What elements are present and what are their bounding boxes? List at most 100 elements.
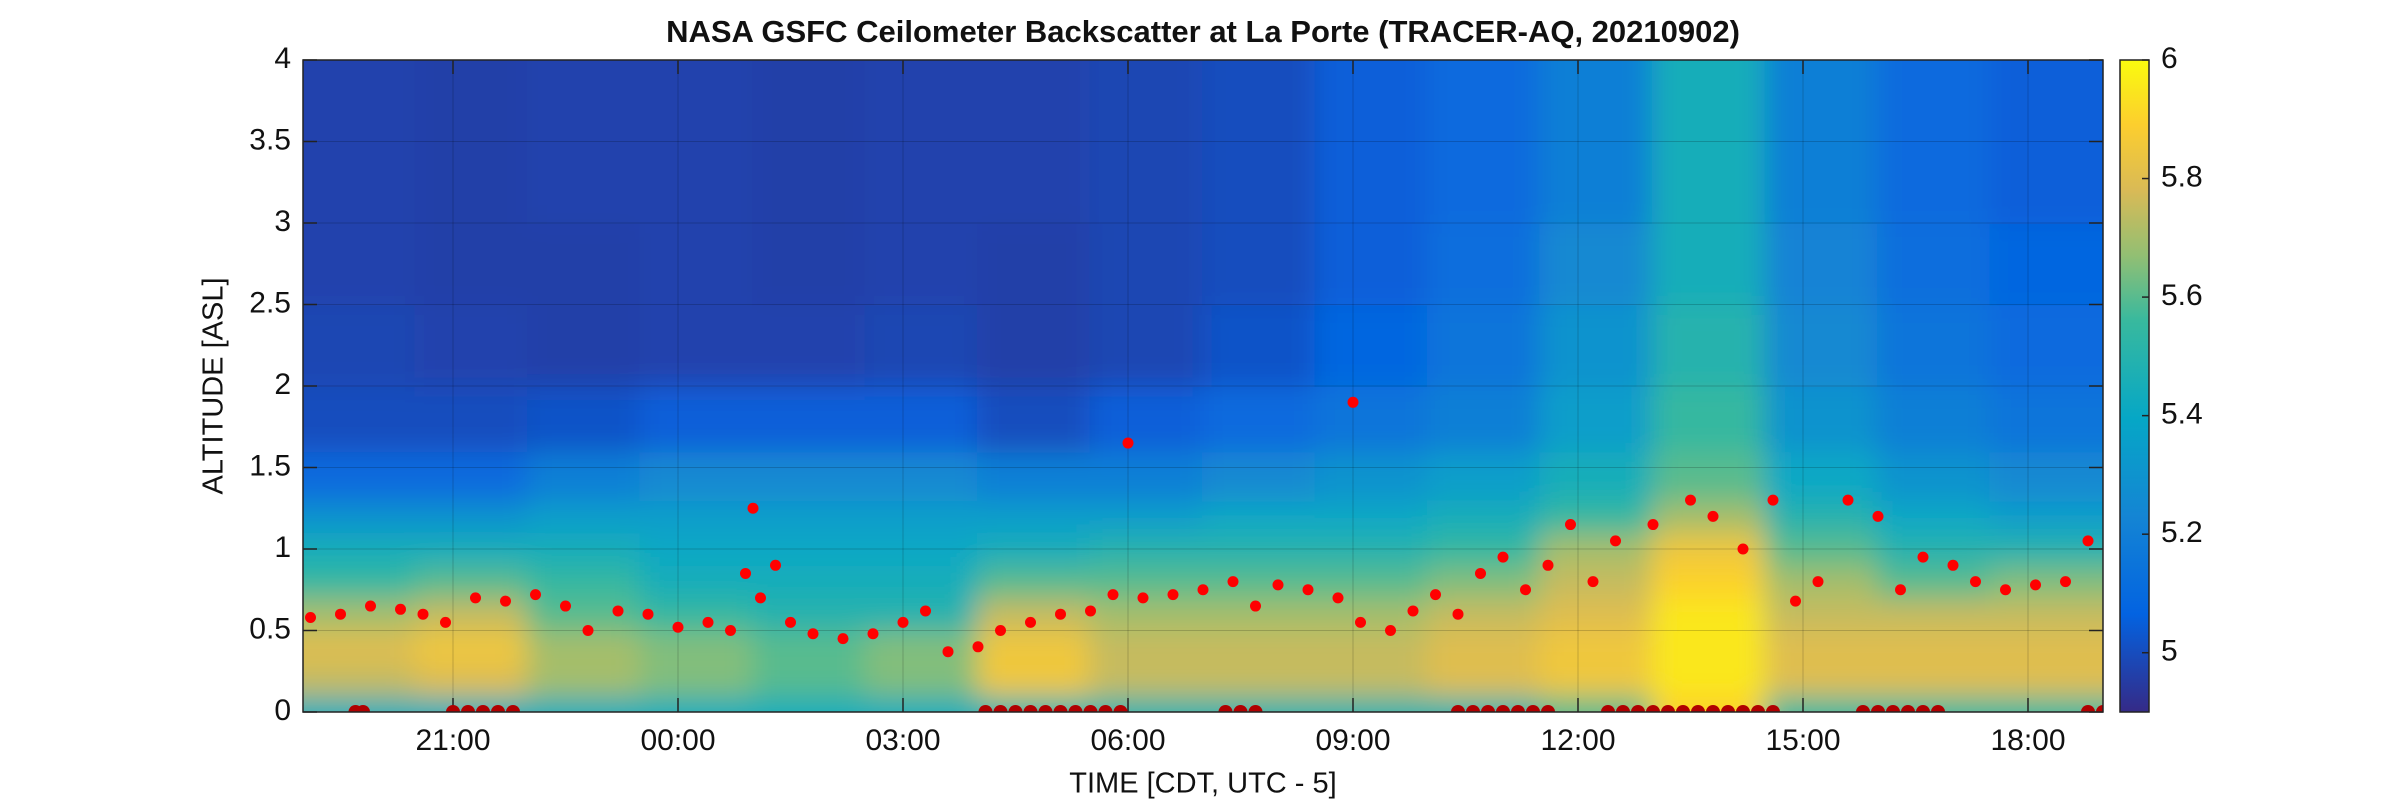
heat-cell [752,385,867,453]
heat-cell [639,450,754,502]
layer-point [612,605,624,617]
heat-cell [977,385,1092,453]
heat-cell [639,596,754,632]
y-tick-label: 3 [274,205,291,238]
heat-cell [1877,499,1992,534]
layer-point [1008,705,1023,712]
layer-point [1872,510,1884,522]
colorbar-tick-label: 5.2 [2161,516,2203,549]
heat-cell [1764,222,1879,306]
heat-cell [1539,303,1654,387]
heat-cell [752,222,867,306]
layer-point [972,641,984,653]
heat-cell [1089,60,1204,224]
heat-cell [1652,596,1767,632]
colorbar-tick-label: 5.8 [2161,160,2203,193]
heat-cell [864,222,979,306]
heat-cell [303,694,417,712]
x-tick-label: 12:00 [1540,724,1615,757]
y-tick-label: 4 [274,42,291,75]
heat-cell [1877,596,1992,632]
heat-cell [414,662,529,697]
layer-point [1113,705,1128,712]
layer-point [1706,705,1720,712]
heat-cell [1877,60,1992,224]
layer-point [1068,705,1083,712]
layer-point [995,625,1006,636]
heat-cell [303,629,417,665]
heat-cell [1877,450,1992,502]
heat-cell [1089,450,1204,502]
heat-cell [1989,629,2103,665]
heat-cell [1202,564,1317,599]
heat-cell [303,596,417,632]
heat-cell [1539,629,1654,665]
layer-point [2081,705,2095,712]
layer-point [1137,592,1149,604]
heat-cell [977,531,1092,567]
heat-cell [864,662,979,697]
layer-point [476,705,490,712]
heat-cell [527,450,642,502]
heat-cell [527,531,642,567]
heat-cell [1089,385,1204,453]
heat-cell [752,531,867,567]
layer-point [1355,616,1366,628]
layer-point [335,608,346,620]
heat-cell [527,564,642,599]
heat-cell [977,662,1092,697]
heat-cell [864,450,979,502]
heat-cell [1539,531,1654,567]
layer-point [1497,551,1509,563]
layer-point [867,628,879,640]
heat-cell [639,385,754,453]
heat-cell [1202,531,1317,567]
heat-cell [1989,303,2103,387]
heat-cell [1427,499,1542,534]
heat-cell [1989,60,2103,224]
heat-cell [1089,303,1204,387]
heat-cell [752,694,867,712]
heat-cell [1877,662,1992,697]
heat-cell [1989,450,2103,502]
heat-cell [1652,385,1767,453]
layer-point [1691,705,1705,712]
layer-point [1053,705,1068,712]
heat-cell [977,60,1092,224]
heat-cell [1764,629,1879,665]
layer-point [1167,589,1179,601]
y-tick-label: 1 [274,531,291,564]
heat-cell [1202,629,1317,665]
y-tick-label: 0 [274,694,291,727]
layer-point [770,559,781,571]
heat-cell [1202,303,1317,387]
layer-point [1767,494,1779,506]
heat-cell [1202,60,1317,224]
layer-point [440,616,451,628]
heat-cell [752,303,867,387]
layer-point [1647,519,1659,531]
layer-point [446,705,460,712]
layer-point [1023,705,1038,712]
chart-title: NASA GSFC Ceilometer Backscatter at La P… [666,14,1740,49]
layer-point [305,611,316,623]
heat-cell [527,694,642,712]
heat-cell [1989,385,2103,453]
layer-point [1496,705,1510,712]
heat-cell [1989,662,2103,697]
heat-cell [303,662,417,697]
colorbar-tick-label: 5 [2161,635,2178,668]
layer-point [1302,584,1314,596]
layer-point [942,646,954,658]
heat-cell [1652,60,1767,224]
heat-cell [1314,564,1429,599]
layer-point [500,595,511,607]
plot-frame [302,59,2104,713]
heat-cell [303,60,417,224]
y-tick-label: 2 [274,368,291,401]
layer-point [2030,579,2041,591]
x-tick-label: 15:00 [1765,724,1840,757]
heat-cell [1089,499,1204,534]
heat-cell [414,60,529,224]
layer-point [1511,705,1525,712]
